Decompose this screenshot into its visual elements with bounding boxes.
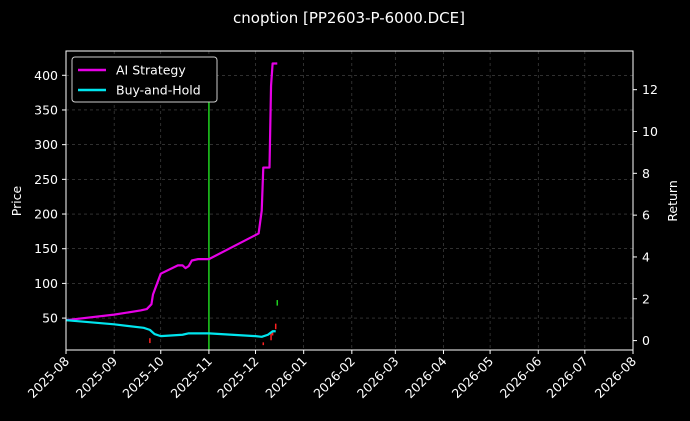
- y-tick-label-left: 100: [34, 276, 58, 291]
- series: [65, 62, 278, 338]
- y-tick-label-left: 200: [34, 207, 58, 222]
- y-tick-label-right: 8: [642, 166, 650, 181]
- y-tick-label-right: 10: [642, 124, 658, 139]
- legend: AI Strategy Buy-and-Hold: [71, 56, 218, 103]
- y-axis-label-right: Return: [665, 180, 680, 221]
- y-tick-label-left: 400: [34, 68, 58, 83]
- y-tick-label-left: 150: [34, 241, 58, 256]
- x-tick-label: 2026-05: [449, 354, 497, 402]
- y-tick-label-left: 350: [34, 102, 58, 117]
- y-tick-label-right: 6: [642, 208, 650, 223]
- y-tick-label-left: 300: [34, 137, 58, 152]
- y-axis-label-left: Price: [9, 185, 24, 216]
- y-tick-label-right: 12: [642, 82, 658, 97]
- x-tick-label: 2025-11: [167, 354, 215, 402]
- x-tick-label: 2026-08: [592, 353, 640, 401]
- x-axis: 2025-08 2025-09 2025-10 2025-11 2025-12 2026-…: [25, 350, 640, 402]
- y-tick-label-left: 250: [34, 172, 58, 187]
- x-tick-label: 2026-06: [497, 353, 545, 401]
- legend-label-ai-strategy: AI Strategy: [116, 63, 186, 78]
- y-tick-label-right: 4: [642, 249, 650, 264]
- y-tick-label-left: 50: [42, 311, 58, 326]
- x-tick-label: 2025-12: [214, 354, 262, 402]
- x-tick-label: 2025-08: [25, 353, 73, 401]
- signals: [149, 68, 279, 350]
- x-tick-label: 2026-03: [354, 354, 402, 402]
- plot-frame: [65, 50, 634, 351]
- chart-title: cnoption [PP2603-P-6000.DCE]: [233, 9, 465, 27]
- x-tick-label: 2025-09: [73, 353, 121, 401]
- legend-label-buy-and-hold: Buy-and-Hold: [116, 83, 201, 98]
- y-tick-label-right: 2: [642, 291, 650, 306]
- x-tick-label: 2026-07: [543, 354, 591, 402]
- x-tick-label: 2025-10: [119, 353, 167, 401]
- legend-box: [71, 56, 218, 103]
- x-tick-label: 2026-01: [262, 354, 310, 402]
- series-line-ai-strategy: [65, 62, 278, 322]
- y-axis-right: 0 2 4 6 8 10 12: [633, 82, 658, 348]
- y-tick-label-right: 0: [642, 333, 650, 348]
- series-line-buy-and-hold: [65, 319, 276, 338]
- x-tick-label: 2026-04: [402, 353, 450, 401]
- y-axis-left: 50 100 150 200 250 300 350 400: [34, 68, 66, 326]
- x-tick-label: 2026-02: [310, 354, 358, 402]
